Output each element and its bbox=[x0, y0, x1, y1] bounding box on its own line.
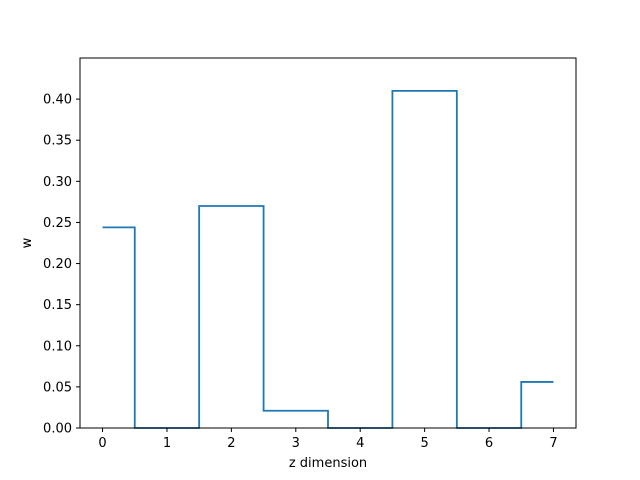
x-axis-ticks: 0 1 2 3 4 5 6 7 bbox=[98, 428, 558, 451]
x-tick-label: 0 bbox=[98, 436, 106, 451]
y-tick-label: 0.35 bbox=[43, 134, 72, 149]
y-tick-label: 0.30 bbox=[43, 175, 72, 190]
y-axis-ticks: 0.00 0.05 0.10 0.15 0.20 0.25 0.30 0.35 0.40 bbox=[43, 93, 80, 437]
x-tick-label: 6 bbox=[485, 436, 493, 451]
x-tick-label: 4 bbox=[356, 436, 364, 451]
y-tick-label: 0.00 bbox=[43, 422, 72, 437]
y-tick-label: 0.40 bbox=[43, 93, 72, 108]
y-tick-label: 0.15 bbox=[43, 298, 72, 313]
y-tick-label: 0.05 bbox=[43, 380, 72, 395]
x-tick-label: 5 bbox=[420, 436, 428, 451]
x-tick-label: 7 bbox=[549, 436, 557, 451]
axes-frame bbox=[79, 57, 577, 429]
x-axis-label: z dimension bbox=[289, 456, 367, 471]
x-tick-label: 1 bbox=[163, 436, 171, 451]
y-axis-label: w bbox=[20, 237, 35, 248]
y-tick-label: 0.20 bbox=[43, 257, 72, 272]
y-tick-label: 0.25 bbox=[43, 216, 72, 231]
x-tick-label: 3 bbox=[292, 436, 300, 451]
x-tick-label: 2 bbox=[227, 436, 235, 451]
y-tick-label: 0.10 bbox=[43, 339, 72, 354]
